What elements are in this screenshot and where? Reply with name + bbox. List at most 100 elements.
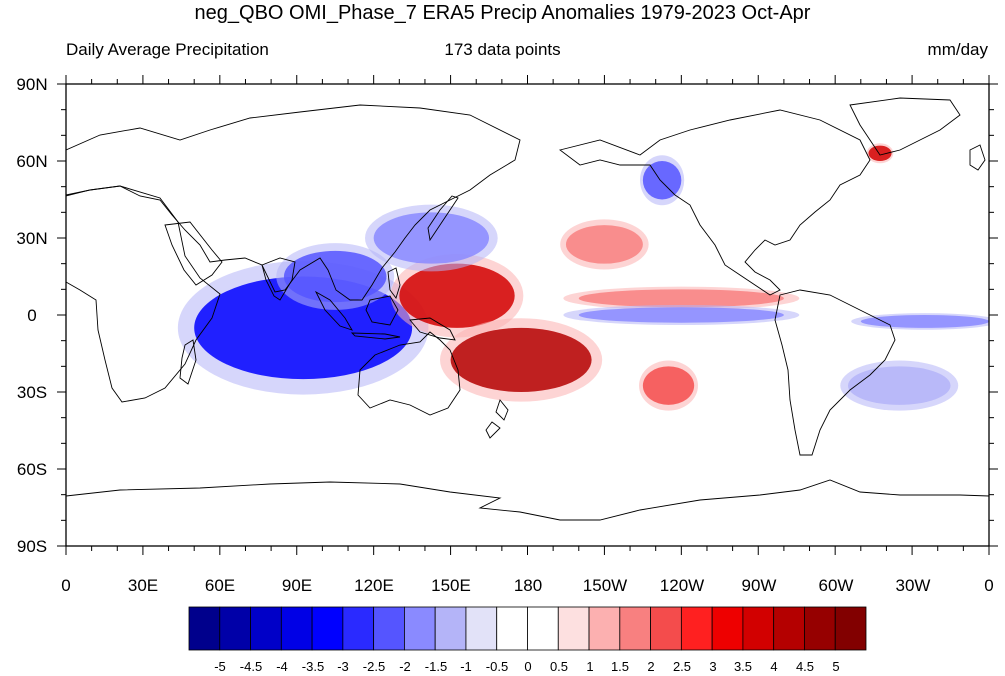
colorbar-label: 1	[586, 659, 593, 674]
colorbar-swatch	[373, 606, 405, 651]
lon-tick-label: 90W	[742, 576, 777, 595]
anomaly-field	[177, 143, 989, 411]
colorbar	[188, 606, 867, 651]
latitude-axis: 90N 60N 30N 0 30S 60S 90S	[16, 75, 47, 556]
lon-tick-label: 60E	[205, 576, 235, 595]
colorbar-swatch	[434, 606, 467, 651]
colorbar-label: -4.5	[240, 659, 262, 674]
colorbar-label: 3.5	[734, 659, 752, 674]
lon-tick-label: 180	[514, 576, 542, 595]
coastline-south-america	[774, 289, 896, 456]
colorbar-label: 0	[524, 659, 531, 674]
coastline-india	[261, 257, 296, 301]
colorbar-swatch	[527, 606, 559, 651]
colorbar-label: 3	[709, 659, 716, 674]
colorbar-swatch	[280, 606, 313, 651]
anomaly-region	[565, 225, 643, 264]
colorbar-label: -4	[276, 659, 288, 674]
coastline-java	[350, 332, 401, 340]
colorbar-label: -3	[337, 659, 349, 674]
colorbar-label: -2	[399, 659, 411, 674]
colorbar-swatch	[311, 606, 344, 651]
anomaly-region	[450, 327, 592, 392]
colorbar-label: -2.5	[363, 659, 385, 674]
lon-tick-label: 30W	[896, 576, 931, 595]
lat-tick-label: 60S	[17, 460, 47, 479]
lat-tick-label: 30N	[16, 229, 47, 248]
longitude-axis: 0 30E 60E 90E 120E 150E 180 150W 120W 90…	[61, 576, 993, 595]
colorbar-label: -0.5	[486, 659, 508, 674]
colorbar-swatch	[465, 606, 498, 651]
subtitle-left: Daily Average Precipitation	[66, 40, 269, 59]
lon-tick-label: 0	[61, 576, 70, 595]
anomaly-region	[642, 366, 695, 405]
colorbar-label: -3.5	[302, 659, 324, 674]
subtitle-center: 173 data points	[444, 40, 561, 59]
anomaly-region	[847, 366, 951, 405]
colorbar-swatch	[496, 606, 528, 651]
lon-tick-label: 120W	[660, 576, 704, 595]
colorbar-labels: -5 -4.5 -4 -3.5 -3 -2.5 -2 -1.5 -1 -0.5 …	[214, 659, 839, 674]
lon-tick-label: 0	[984, 576, 993, 595]
map-title: neg_QBO OMI_Phase_7 ERA5 Precip Anomalie…	[194, 2, 811, 24]
colorbar-swatch	[619, 606, 651, 651]
lon-tick-label: 120E	[354, 576, 394, 595]
colorbar-swatch	[342, 606, 375, 651]
colorbar-label: -1	[460, 659, 472, 674]
coastline-australia	[357, 331, 461, 416]
anomaly-region	[578, 289, 784, 308]
colorbar-swatch	[650, 606, 682, 651]
coastline-new-guinea	[409, 317, 456, 341]
lon-tick-label: 30E	[128, 576, 158, 595]
colorbar-label: 2.5	[673, 659, 691, 674]
colorbar-label: 1.5	[611, 659, 629, 674]
anomaly-region	[399, 263, 515, 328]
anomaly-region	[860, 315, 989, 328]
anomaly-region	[868, 145, 892, 161]
lat-tick-label: 60N	[16, 152, 47, 171]
lon-tick-label: 90E	[282, 576, 312, 595]
colorbar-swatch	[773, 606, 805, 651]
colorbar-label: -1.5	[425, 659, 447, 674]
lon-tick-label: 150W	[583, 576, 627, 595]
lat-tick-label: 90S	[17, 537, 47, 556]
lat-tick-label: 90N	[16, 75, 47, 94]
colorbar-label: 2	[647, 659, 654, 674]
colorbar-swatch	[680, 606, 713, 651]
colorbar-swatch	[834, 606, 867, 651]
coastline-arabia	[164, 221, 223, 286]
lat-tick-label: 0	[27, 306, 36, 325]
colorbar-swatch	[742, 606, 775, 651]
coastline-eurasia	[66, 104, 521, 301]
lon-tick-label: 150E	[431, 576, 471, 595]
colorbar-label: 0.5	[550, 659, 568, 674]
colorbar-label: -5	[214, 659, 226, 674]
anomaly-region	[283, 250, 387, 303]
colorbar-label: 4.5	[796, 659, 814, 674]
coastline-north-america	[558, 109, 871, 296]
colorbar-swatch	[404, 606, 436, 651]
anomaly-region	[642, 161, 682, 200]
coastline-madagascar	[179, 339, 197, 385]
coastline-africa	[66, 185, 221, 403]
colorbar-swatch	[588, 606, 621, 651]
colorbar-swatch	[557, 606, 590, 651]
coastline-british-isles	[969, 144, 986, 171]
lon-tick-label: 60W	[819, 576, 854, 595]
coastline-greenland	[849, 97, 961, 156]
coastline-new-zealand	[485, 399, 509, 439]
colorbar-label: 5	[832, 659, 839, 674]
lat-tick-label: 30S	[17, 383, 47, 402]
coastline-borneo	[365, 295, 399, 326]
colorbar-swatch	[219, 606, 251, 651]
coastline-philippines	[387, 267, 401, 299]
subtitle-units: mm/day	[927, 40, 988, 59]
anomaly-region	[578, 307, 784, 323]
coastlines	[66, 97, 989, 521]
colorbar-swatch	[804, 606, 836, 651]
colorbar-swatch	[711, 606, 744, 651]
coastline-japan	[427, 195, 459, 242]
colorbar-label: 4	[770, 659, 777, 674]
colorbar-swatch	[250, 606, 282, 651]
